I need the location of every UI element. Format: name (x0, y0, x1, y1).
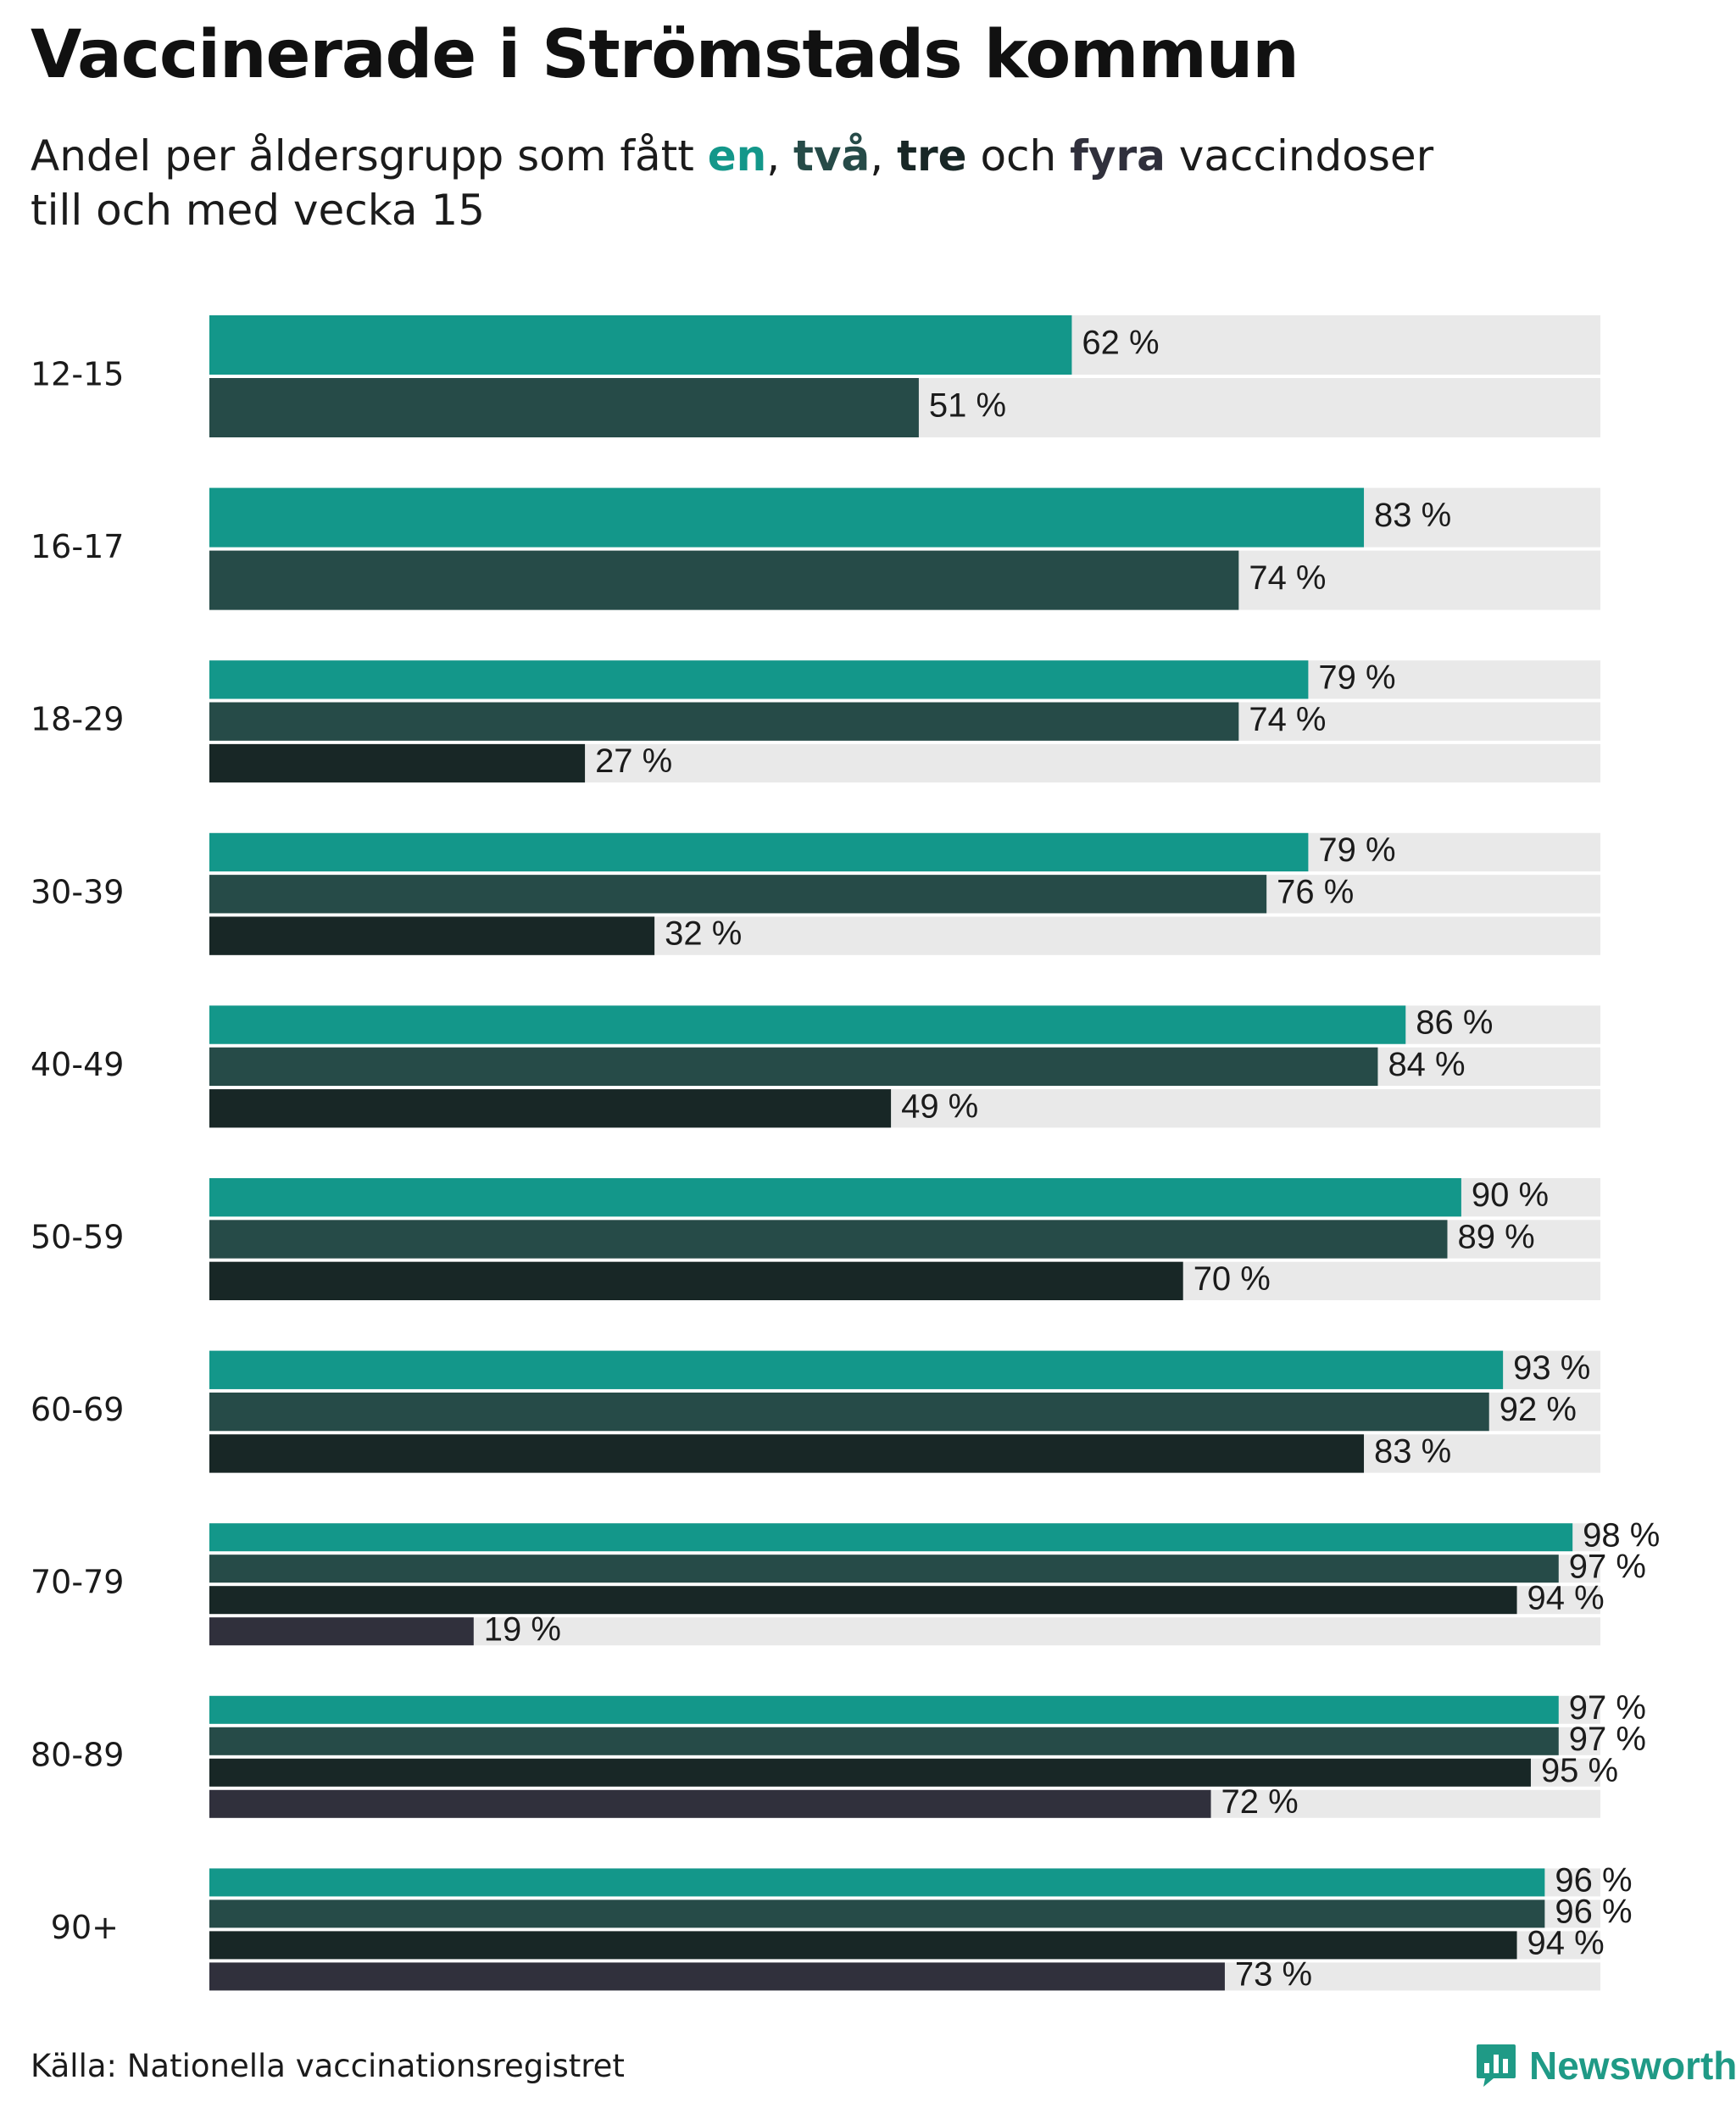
chart-subtitle: Andel per åldersgrupp som fått en, två, … (31, 129, 1641, 237)
bar-fyra (209, 1962, 1225, 1991)
data-label: 96 % (1555, 1861, 1632, 1899)
bar-fyra (209, 1789, 1211, 1818)
bar-tre (209, 1089, 892, 1128)
bar-en (209, 1523, 1573, 1552)
category-label: 12-15 (31, 356, 124, 393)
subtitle-line-1: Andel per åldersgrupp som fått en, två, … (31, 129, 1641, 183)
subtitle-line-2: till och med vecka 15 (31, 186, 486, 235)
subtitle-och: och (966, 131, 1071, 181)
data-label: 97 % (1569, 1721, 1646, 1758)
bar-tva (209, 1392, 1489, 1432)
data-label: 32 % (665, 915, 742, 953)
bar-tva (209, 875, 1267, 914)
subtitle-prefix: Andel per åldersgrupp som fått (31, 131, 708, 181)
bar-tva (209, 702, 1239, 741)
bar-chart: 12-15 62 % 51 % 16-17 83 % 74 % 18-29 79 % 74 % 2… (31, 315, 1660, 1993)
data-label: 94 % (1527, 1924, 1605, 1961)
brand: Newsworthy (1475, 2043, 1736, 2088)
data-label: 62 % (1082, 325, 1159, 362)
subtitle-separator: , (870, 131, 898, 181)
bar-tre (209, 1758, 1531, 1787)
data-label: 95 % (1541, 1752, 1618, 1789)
bar-tva (209, 550, 1239, 610)
data-label: 79 % (1318, 831, 1395, 869)
data-label: 70 % (1194, 1260, 1271, 1298)
bar-en (209, 1005, 1406, 1044)
data-label: 97 % (1569, 1548, 1646, 1585)
category-label: 50-59 (31, 1219, 124, 1256)
category-label: 90+ (51, 1909, 119, 1946)
legend-fyra: fyra (1070, 131, 1166, 181)
bar-en (209, 315, 1072, 375)
category-label: 60-69 (31, 1391, 124, 1428)
category-label: 16-17 (31, 528, 124, 565)
legend-en: en (707, 131, 767, 181)
data-label: 84 % (1388, 1046, 1465, 1083)
category-label: 80-89 (31, 1736, 124, 1773)
bar-fyra (209, 1617, 474, 1646)
data-label: 73 % (1235, 1955, 1312, 1993)
category-label: 40-49 (31, 1046, 124, 1083)
bar-tre (209, 743, 586, 783)
data-label: 74 % (1249, 701, 1326, 738)
bar-en (209, 660, 1309, 699)
bar-tre (209, 1586, 1517, 1615)
bar-tre (209, 1434, 1365, 1473)
bar-en (209, 832, 1309, 872)
data-label: 19 % (484, 1610, 561, 1648)
data-label: 94 % (1527, 1579, 1605, 1616)
bar-en (209, 1178, 1461, 1217)
bar-tva (209, 1899, 1545, 1928)
data-label: 97 % (1569, 1689, 1646, 1727)
data-label: 98 % (1583, 1516, 1660, 1554)
newsworthy-logo-icon (1477, 2044, 1516, 2087)
bar-tva (209, 1220, 1448, 1259)
data-label: 74 % (1249, 559, 1326, 597)
data-label: 96 % (1555, 1893, 1632, 1930)
source-note: Källa: Nationella vaccinationsregistret (31, 2048, 625, 2084)
subtitle-suffix: vaccindoser (1165, 131, 1434, 181)
data-label: 72 % (1221, 1783, 1299, 1821)
bar-en (209, 487, 1365, 548)
bar-tva (209, 378, 919, 437)
data-label: 89 % (1457, 1219, 1534, 1256)
category-label: 30-39 (31, 873, 124, 910)
bar-en (209, 1695, 1559, 1724)
data-label: 90 % (1472, 1176, 1549, 1214)
bar-en (209, 1350, 1504, 1389)
data-label: 76 % (1277, 873, 1354, 910)
category-label: 18-29 (31, 701, 124, 738)
data-label: 27 % (595, 742, 672, 780)
data-label: 49 % (901, 1087, 978, 1125)
data-label: 83 % (1374, 497, 1451, 534)
bar-tre (209, 1931, 1517, 1960)
data-label: 79 % (1318, 659, 1395, 696)
bar-tva (209, 1554, 1559, 1583)
data-label: 86 % (1416, 1004, 1493, 1042)
bar-en (209, 1868, 1545, 1897)
bar-tva (209, 1727, 1559, 1755)
bar-tre (209, 1261, 1183, 1300)
brand-name: Newsworthy (1529, 2044, 1736, 2088)
chart-title: Vaccinerade i Strömstads kommun (31, 17, 1299, 93)
subtitle-separator: , (766, 131, 794, 181)
data-label: 51 % (929, 387, 1006, 425)
data-label: 92 % (1500, 1391, 1577, 1428)
bar-tva (209, 1047, 1378, 1087)
legend-tva: två (793, 131, 871, 181)
legend-tre: tre (897, 131, 967, 181)
data-label: 83 % (1374, 1432, 1451, 1470)
category-label: 70-79 (31, 1564, 124, 1601)
data-label: 93 % (1513, 1349, 1590, 1387)
bar-tre (209, 916, 655, 955)
